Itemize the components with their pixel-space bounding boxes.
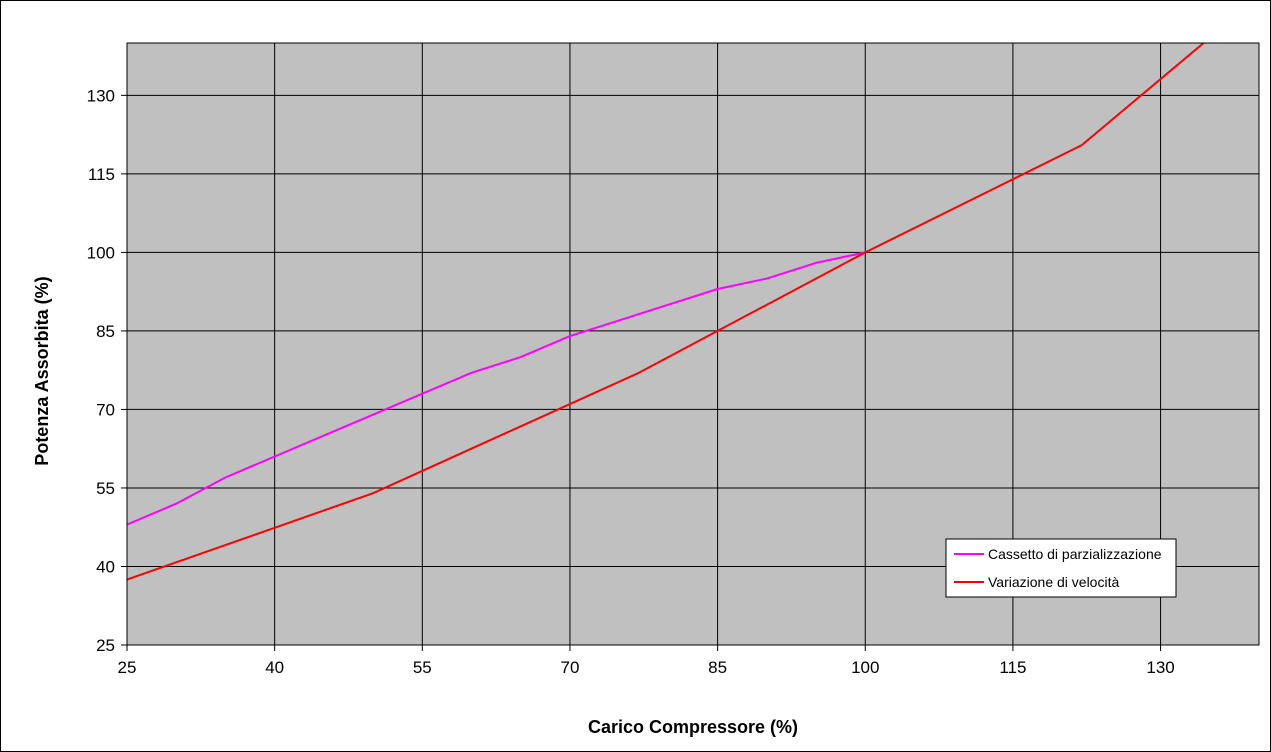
- x-tick-label-4: 85: [708, 658, 727, 677]
- y-tick-label-0: 25: [96, 636, 115, 655]
- x-tick-labels: 25 40 55 70 85 100 115 130: [118, 658, 1175, 677]
- series-line-1: [127, 43, 1206, 581]
- x-tick-label-2: 55: [413, 658, 432, 677]
- x-tick-label-6: 115: [999, 658, 1026, 677]
- legend-box: [945, 538, 1177, 598]
- series-lines: [127, 43, 1206, 581]
- y-tick-labels: 25 40 55 70 85 100 115 130: [87, 86, 115, 655]
- y-tick-label-3: 70: [96, 400, 115, 419]
- legend: Cassetto di parzializzazione Variazione …: [945, 538, 1177, 598]
- x-tick-label-7: 130: [1146, 658, 1174, 677]
- y-tick-label-7: 130: [87, 86, 115, 105]
- x-tick-label-3: 70: [560, 658, 579, 677]
- y-tick-label-4: 85: [96, 322, 115, 341]
- legend-label-red: Variazione di velocità: [988, 574, 1119, 590]
- axis-tick-marks: [121, 94, 1162, 651]
- series-line-0: [127, 251, 866, 526]
- x-tick-label-1: 40: [265, 658, 284, 677]
- x-tick-label-5: 100: [851, 658, 879, 677]
- y-tick-label-2: 55: [96, 479, 115, 498]
- y-axis-title: Potenza Assorbita (%): [32, 276, 52, 465]
- y-tick-label-5: 100: [87, 243, 115, 262]
- x-tick-label-0: 25: [118, 658, 137, 677]
- plot-border: [126, 42, 1260, 646]
- legend-label-magenta: Cassetto di parzializzazione: [988, 546, 1162, 562]
- y-tick-label-1: 40: [96, 557, 115, 576]
- y-tick-label-6: 115: [88, 165, 115, 184]
- x-axis-title: Carico Compressore (%): [588, 717, 798, 737]
